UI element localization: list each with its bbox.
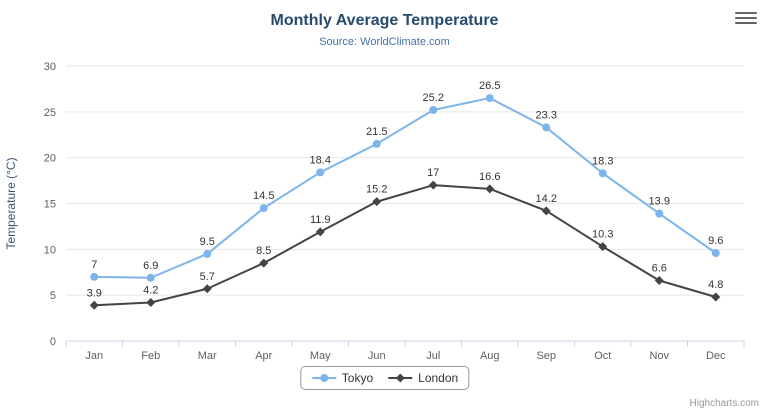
data-label: 26.5 (479, 80, 500, 92)
x-axis-tick-label: Jan (85, 350, 103, 362)
data-label: 15.2 (366, 184, 387, 196)
hamburger-bar (735, 12, 757, 14)
chart-title: Monthly Average Temperature (270, 12, 499, 29)
circle-marker (372, 139, 381, 148)
hamburger-bar (735, 22, 757, 24)
data-label: 18.3 (592, 155, 613, 167)
circle-marker (316, 168, 325, 177)
diamond-marker (372, 197, 382, 207)
data-label: 4.2 (143, 285, 158, 297)
x-axis-tick-label: Sep (536, 350, 556, 362)
legend-item-tokyo[interactable]: Tokyo (311, 371, 373, 385)
circle-marker (429, 106, 438, 114)
data-label: 7 (91, 259, 97, 271)
x-axis-tick-label: Apr (255, 350, 272, 362)
legend-label: Tokyo (341, 371, 374, 385)
data-label: 6.9 (143, 260, 158, 272)
data-label: 4.8 (708, 279, 723, 291)
data-label: 13.9 (649, 196, 670, 208)
x-axis-tick-label: Feb (141, 350, 160, 362)
y-axis-tick-label: 5 (50, 290, 56, 302)
diamond-marker (485, 184, 495, 194)
data-label: 9.6 (708, 235, 723, 247)
circle-marker (711, 249, 720, 257)
chart-subtitle: Source: WorldClimate.com (319, 36, 450, 48)
circle-marker (259, 204, 268, 213)
diamond-marker (711, 292, 721, 302)
diamond-marker (89, 300, 99, 310)
diamond-marker (259, 258, 269, 268)
y-axis-tick-label: 20 (44, 153, 56, 165)
x-axis-tick-label: Jun (368, 350, 386, 362)
diamond-marker (598, 242, 608, 252)
circle-marker (90, 272, 99, 281)
data-label: 25.2 (423, 92, 444, 104)
data-label: 16.6 (479, 171, 500, 183)
legend: Tokyo London (299, 366, 470, 390)
x-axis-tick-label: Nov (649, 350, 669, 362)
y-axis-tick-label: 10 (44, 244, 56, 256)
x-axis-tick-label: Dec (706, 350, 726, 362)
x-axis-tick-label: Aug (480, 350, 500, 362)
circle-marker (203, 249, 212, 258)
x-axis-tick-label: Oct (594, 350, 611, 362)
diamond-marker (541, 206, 551, 216)
data-label: 8.5 (256, 245, 271, 257)
legend-label: London (418, 371, 459, 385)
diamond-marker (315, 227, 325, 237)
data-label: 18.4 (310, 154, 331, 166)
y-axis-tick-label: 30 (44, 61, 56, 73)
data-label: 23.3 (536, 109, 557, 121)
data-label: 3.9 (87, 287, 102, 299)
credits-link[interactable]: Highcharts.com (689, 398, 759, 409)
diamond-marker (202, 284, 212, 294)
y-axis-tick-label: 0 (50, 336, 56, 348)
hamburger-menu-icon[interactable] (735, 10, 757, 26)
circle-legend-marker-icon (311, 374, 336, 382)
circle-marker (146, 273, 155, 282)
circle-marker (542, 123, 551, 132)
circle-marker (485, 94, 494, 103)
y-axis-title: Temperature (°C) (4, 157, 18, 249)
y-axis-tick-label: 15 (44, 199, 56, 211)
data-label: 21.5 (366, 126, 387, 138)
data-label: 10.3 (592, 229, 613, 241)
data-label: 14.2 (536, 193, 557, 205)
data-label: 5.7 (200, 271, 215, 283)
data-label: 6.6 (652, 263, 667, 275)
x-axis-tick-label: May (310, 350, 331, 362)
diamond-legend-marker-icon (388, 373, 413, 383)
diamond-marker (654, 276, 664, 285)
data-label: 9.5 (200, 236, 215, 248)
hamburger-bar (735, 17, 757, 19)
x-axis-tick-label: Mar (198, 350, 217, 362)
circle-marker (598, 169, 607, 178)
x-axis-tick-label: Jul (426, 350, 440, 362)
series-line-tokyo (93, 97, 717, 279)
legend-item-london[interactable]: London (387, 371, 458, 385)
series-line-london (93, 184, 717, 307)
circle-marker (655, 209, 664, 218)
data-label: 17 (427, 167, 439, 179)
diamond-marker (428, 180, 438, 190)
data-label: 11.9 (310, 214, 331, 226)
y-axis-tick-label: 25 (44, 107, 56, 119)
data-label: 14.5 (253, 190, 274, 202)
diamond-marker (146, 298, 156, 307)
